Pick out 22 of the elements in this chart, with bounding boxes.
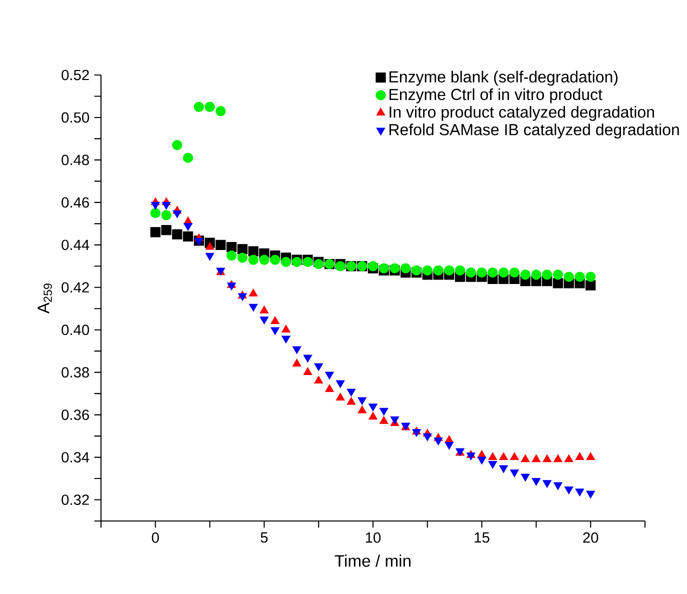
- y-tick-label: 0.52: [62, 70, 89, 80]
- y-tick-label: 0.50: [62, 112, 90, 123]
- x-tick-label: 5: [260, 532, 268, 543]
- y-tick-label: 0.48: [62, 154, 89, 166]
- x-tick-label: 10: [366, 532, 381, 543]
- y-tick-label: 0.46: [62, 197, 89, 208]
- y-tick-label: 0.40: [62, 324, 90, 336]
- x-tick-label: 15: [474, 532, 490, 543]
- y-tick-label: 0.38: [62, 367, 89, 378]
- x-axis-title: Time / min: [334, 554, 410, 567]
- legend-label: Refold SAMase IB catalyzed degradation: [390, 124, 679, 138]
- legend-label: Enzyme Ctrl of in vitro product: [390, 88, 602, 104]
- legend-label: Enzyme blank (self-degradation): [390, 70, 618, 86]
- x-tick-label: 20: [583, 532, 598, 543]
- legend-label: In vitro product catalyzed degradation: [390, 106, 654, 121]
- y-tick-label: 0.44: [62, 240, 90, 250]
- y-tick-label: 0.42: [62, 282, 89, 293]
- y-axis-title: A$_{259}$: [38, 284, 52, 314]
- x-tick-label: 0: [152, 532, 159, 543]
- y-tick-label: 0.34: [62, 452, 90, 462]
- y-tick-label: 0.36: [62, 410, 89, 420]
- y-tick-label: 0.32: [62, 494, 89, 505]
